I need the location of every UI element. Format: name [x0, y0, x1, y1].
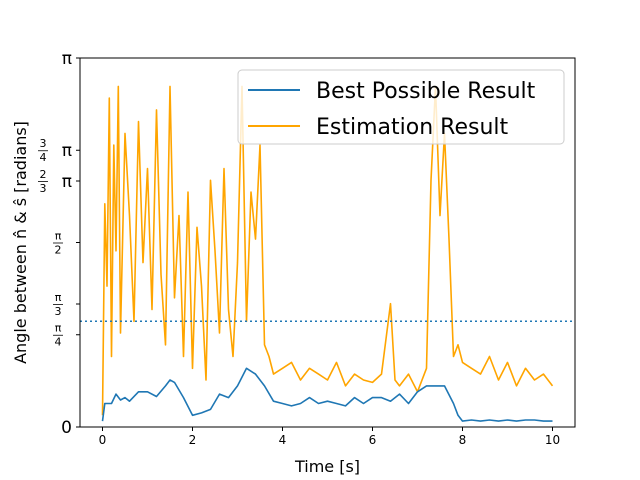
x-tick-label: 2 [189, 433, 197, 447]
x-tick-label: 10 [545, 433, 560, 447]
y-tick-label: π [62, 49, 72, 69]
series-line-0 [101, 367, 553, 422]
y-tick-numerator: π [55, 229, 62, 242]
x-axis-label: Time [s] [294, 457, 360, 476]
y-tick-label: 34 π [38, 137, 72, 164]
y-tick-label: 0 [61, 418, 72, 438]
y-axis-label: Angle between n̂ & ŝ [radians] [11, 121, 30, 364]
y-tick-numerator: 3 [40, 137, 47, 150]
x-axis-ticks: 0 2 4 6 8 10 [99, 427, 560, 447]
x-tick-label: 6 [369, 433, 377, 447]
y-tick-label: π3 [53, 291, 63, 318]
y-tick-suffix: π [62, 141, 72, 161]
legend: Best Possible Result Estimation Result [237, 69, 565, 145]
x-tick-label: 4 [279, 433, 287, 447]
legend-label-1: Estimation Result [316, 115, 508, 140]
legend-box [237, 69, 565, 145]
y-tick-numerator: π [55, 322, 62, 335]
y-tick-denominator: 2 [55, 243, 62, 256]
y-tick-denominator: 4 [40, 151, 47, 164]
series-line-1 [101, 85, 554, 416]
y-tick-label: π2 [53, 229, 63, 256]
y-tick-label: 23 π [38, 168, 72, 195]
y-tick-numerator: 2 [40, 168, 47, 181]
y-tick-label: π4 [53, 322, 63, 349]
y-tick-suffix: π [62, 172, 72, 192]
y-tick-denominator: 4 [55, 336, 62, 349]
x-tick-label: 0 [99, 433, 107, 447]
series-group [101, 85, 554, 422]
legend-label-0: Best Possible Result [316, 79, 536, 104]
y-tick-denominator: 3 [55, 305, 62, 318]
y-tick-denominator: 3 [40, 182, 47, 195]
x-tick-label: 8 [459, 433, 467, 447]
y-tick-numerator: π [55, 291, 62, 304]
